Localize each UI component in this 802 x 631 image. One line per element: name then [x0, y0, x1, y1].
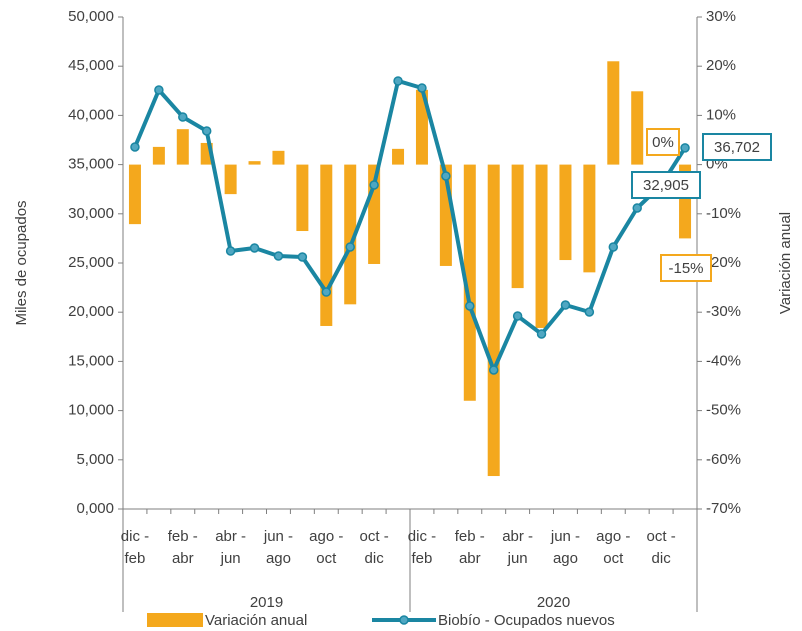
y2-tick-label: 10% — [706, 106, 736, 123]
bar — [152, 146, 165, 165]
line-marker — [680, 143, 690, 153]
y-tick-label: 30,000 — [68, 205, 114, 222]
line-marker — [417, 83, 427, 93]
legend-label: Variación anual — [205, 612, 307, 629]
line-marker — [512, 311, 523, 321]
value-label: 32,905 — [643, 177, 689, 194]
bar — [631, 91, 644, 165]
x-tick-label: feb - abr — [454, 528, 485, 567]
value-label-box — [646, 128, 680, 156]
y2-axis-title: Variación anual — [777, 212, 794, 314]
value-label-box — [702, 133, 772, 161]
line-marker — [297, 252, 308, 262]
line-marker — [369, 180, 379, 190]
line-marker — [249, 243, 260, 253]
y2-tick-label: -40% — [706, 352, 741, 369]
bar — [224, 164, 237, 195]
y-tick-label: 0,000 — [76, 500, 114, 517]
line-marker — [584, 307, 595, 317]
bar — [320, 164, 333, 326]
bar — [415, 89, 428, 165]
bar — [176, 129, 189, 165]
group-label: 2019 — [249, 594, 284, 611]
legend-label: Biobío - Ocupados nuevos — [438, 612, 615, 629]
value-label: -15% — [668, 260, 703, 277]
x-tick-label: ago - oct — [309, 528, 344, 567]
y2-tick-label: -20% — [706, 254, 741, 271]
value-label-box — [660, 254, 712, 282]
bar — [344, 164, 357, 305]
y2-tick-label: -60% — [706, 451, 741, 468]
legend-swatch-marker — [399, 615, 409, 625]
bar — [559, 164, 572, 261]
y2-tick-label: 30% — [706, 8, 736, 25]
value-label: 36,702 — [714, 139, 760, 156]
line-marker — [441, 171, 451, 181]
bar — [487, 164, 500, 477]
line-marker — [632, 203, 642, 213]
y-tick-label: 40,000 — [68, 106, 114, 123]
x-tick-label: oct - dic — [359, 528, 389, 567]
bar — [248, 161, 261, 165]
x-tick-label: jun - ago — [550, 528, 581, 567]
line-marker — [225, 246, 236, 256]
x-tick-label: dic - feb — [120, 528, 150, 567]
bar — [607, 61, 620, 165]
x-tick-label: oct - dic — [646, 528, 676, 567]
line-marker — [345, 242, 355, 252]
line-marker — [178, 112, 188, 122]
value-label-box — [631, 171, 701, 199]
group-label: 2020 — [536, 594, 571, 611]
x-tick-label: abr - jun — [215, 528, 247, 567]
line-marker — [321, 287, 332, 297]
y-tick-label: 25,000 — [68, 254, 114, 271]
line-marker — [465, 301, 475, 311]
value-label: 0% — [652, 134, 674, 151]
bar — [463, 164, 476, 401]
y2-tick-label: 20% — [706, 57, 736, 74]
x-tick-label: dic - feb — [407, 528, 437, 567]
legend-swatch — [147, 613, 203, 627]
x-tick-label: abr - jun — [502, 528, 534, 567]
y-tick-label: 35,000 — [68, 156, 114, 173]
bar — [392, 148, 405, 165]
y-axis-title: Miles de ocupados — [13, 200, 30, 325]
y-tick-label: 20,000 — [68, 303, 114, 320]
line-marker — [560, 300, 571, 310]
bar — [128, 164, 141, 225]
bar — [583, 164, 596, 273]
y-tick-label: 15,000 — [68, 352, 114, 369]
y2-tick-label: -10% — [706, 205, 741, 222]
x-tick-label: feb - abr — [167, 528, 198, 567]
line-marker — [536, 329, 547, 339]
y2-tick-label: -50% — [706, 402, 741, 419]
line-marker — [608, 242, 619, 252]
x-tick-label: ago - oct — [596, 528, 631, 567]
bar — [296, 164, 309, 232]
y2-tick-label: -30% — [706, 303, 741, 320]
y-tick-label: 5,000 — [76, 451, 114, 468]
line-marker — [393, 76, 403, 86]
y-tick-label: 50,000 — [68, 8, 114, 25]
line-marker — [154, 85, 164, 95]
line-marker — [130, 142, 140, 152]
bar — [272, 150, 285, 165]
line — [133, 78, 687, 373]
x-tick-label: jun - ago — [263, 528, 294, 567]
line-marker — [488, 365, 499, 375]
y2-tick-label: -70% — [706, 500, 741, 517]
line-marker — [273, 251, 284, 261]
line-marker — [201, 126, 212, 136]
bar — [535, 164, 548, 328]
y-tick-label: 10,000 — [68, 402, 114, 419]
y-tick-label: 45,000 — [68, 57, 114, 74]
bar — [511, 164, 524, 289]
